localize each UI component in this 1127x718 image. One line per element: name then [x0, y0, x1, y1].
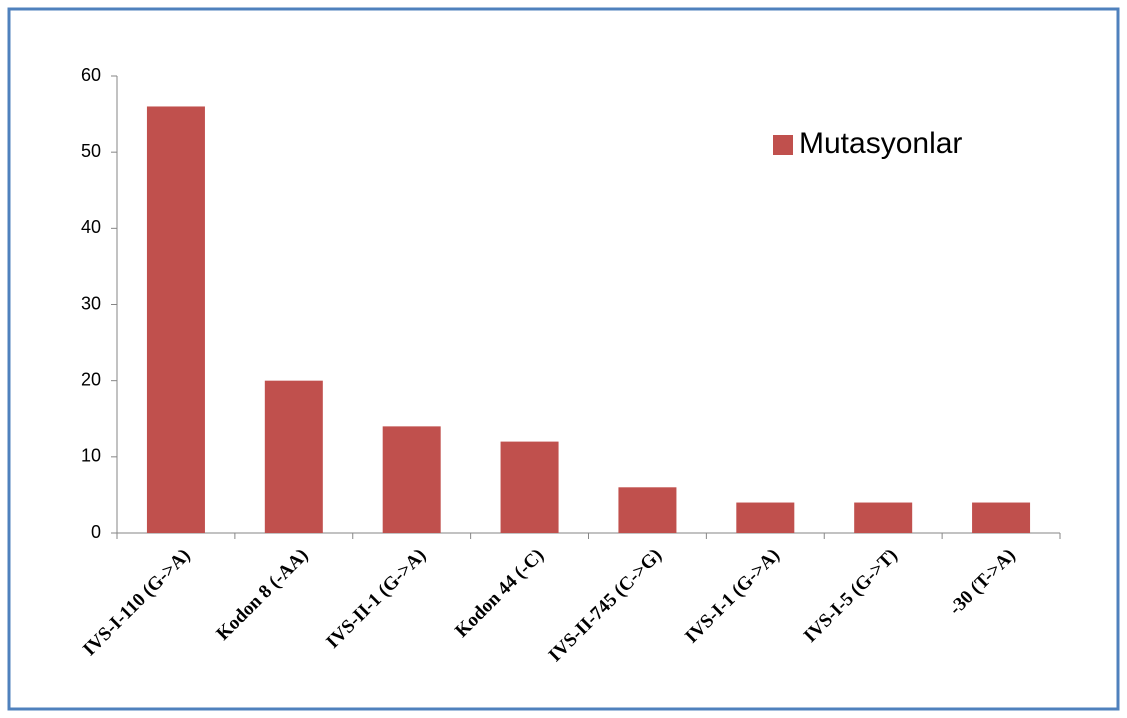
y-tick-label: 40: [81, 217, 101, 237]
y-tick-label: 30: [81, 293, 101, 313]
bar: [264, 380, 323, 533]
bar: [618, 487, 677, 533]
bar: [736, 502, 795, 533]
bar: [500, 441, 559, 533]
y-tick-label: 50: [81, 141, 101, 161]
bar: [146, 106, 205, 533]
y-tick-label: 20: [81, 369, 101, 389]
bar: [972, 502, 1031, 533]
y-tick-label: 0: [91, 522, 101, 542]
legend-label: Mutasyonlar: [799, 127, 962, 160]
bar: [382, 426, 441, 533]
y-tick-label: 10: [81, 446, 101, 466]
y-tick-label: 60: [81, 65, 101, 85]
bar: [854, 502, 913, 533]
legend-swatch: [773, 135, 793, 155]
